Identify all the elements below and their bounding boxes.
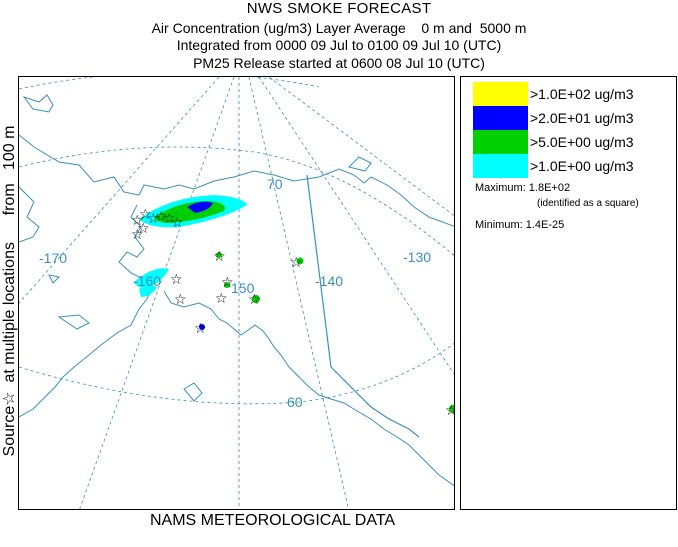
maximum-note: (identified as a square) (537, 198, 639, 209)
source-star: ☆ (445, 403, 455, 419)
legend-swatch-yellow (473, 82, 528, 106)
legend-swatch-blue (473, 106, 528, 130)
plume-west-cyan-2 (139, 285, 157, 297)
map-title: NWS SMOKE FORECAST (246, 0, 432, 17)
source-star: ☆ (290, 255, 303, 271)
lon-m140-line (248, 77, 349, 509)
source-star: ☆ (174, 292, 187, 308)
source-star: ☆ (194, 321, 207, 337)
lat-70-line (19, 146, 454, 256)
legend-label-4: >1.0E+00 ug/m3 (530, 158, 634, 174)
legend-label-2: >2.0E+01 ug/m3 (530, 110, 634, 126)
alaska-canada-border (306, 174, 420, 438)
longitude-gridlines (19, 77, 454, 509)
lon-m160-label: -160 (133, 273, 161, 289)
source-markers: ☆ ☆ ☆ ☆ ☆ ☆ ☆ ☆ ☆ ☆ ☆ ☆ ☆ ☆ ☆ ☆ ☆ (131, 207, 455, 419)
wrangel-island (22, 94, 54, 113)
legend-swatch-green (473, 130, 528, 154)
subtitle-release-start: PM25 Release started at 0600 08 Jul 10 (… (193, 55, 485, 71)
legend-label-3: >5.0E+00 ug/m3 (530, 134, 634, 150)
arctic-island (348, 156, 372, 172)
arctic-coast (19, 134, 454, 227)
source-star: ☆ (139, 207, 152, 223)
latitude-gridlines (19, 77, 454, 405)
plume-north-blue (187, 201, 213, 213)
legend-swatch-cyan (473, 154, 528, 178)
lon-m130-line (258, 77, 454, 375)
alaska-peninsula (19, 272, 160, 418)
lon-m120-line (268, 77, 454, 217)
plume-spot-3 (252, 295, 260, 303)
alaska-map: ☆ ☆ ☆ ☆ ☆ ☆ ☆ ☆ ☆ ☆ ☆ ☆ ☆ ☆ ☆ ☆ ☆ 70 60 … (19, 77, 455, 509)
footer-data-source: NAMS METEOROLOGICAL DATA (150, 512, 396, 529)
nunivak-island (57, 314, 90, 330)
lat-80-line (19, 77, 320, 90)
source-star: ☆ (131, 227, 144, 243)
plume-spot-1 (216, 252, 222, 258)
lon-m160-line (79, 77, 235, 509)
legend-panel: >1.0E+02 ug/m3 >2.0E+01 ug/m3 >5.0E+00 u… (460, 76, 677, 510)
plume-spot-5 (199, 324, 205, 330)
lon-m170-line (19, 77, 220, 304)
plume-spot-6 (449, 405, 454, 413)
map-panel: ☆ ☆ ☆ ☆ ☆ ☆ ☆ ☆ ☆ ☆ ☆ ☆ ☆ ☆ ☆ ☆ ☆ 70 60 … (18, 76, 455, 510)
lon-m140-label: -140 (315, 273, 343, 289)
smoke-plumes (134, 195, 454, 413)
lat-60-label: 60 (287, 394, 303, 410)
chukotka-coast (19, 186, 40, 243)
plume-spot-2 (224, 282, 230, 288)
subtitle-integration-period: Integrated from 0000 09 Jul to 0100 09 J… (176, 37, 502, 53)
source-star: ☆ (131, 213, 144, 229)
minimum-value: Minimum: 1.4E-25 (475, 219, 565, 231)
source-star: ☆ (248, 292, 261, 308)
source-locations-label: Source☆ at multiple locations from 100 m (1, 125, 18, 457)
source-star: ☆ (221, 275, 234, 291)
source-star: ☆ (215, 291, 228, 307)
lat-70-label: 70 (267, 176, 283, 192)
maximum-value: Maximum: 1.8E+02 (475, 182, 571, 194)
source-star: ☆ (170, 272, 183, 288)
west-alaska-coast (118, 204, 160, 278)
source-star: ☆ (163, 211, 176, 227)
plume-west-cyan (134, 268, 169, 288)
source-star: ☆ (155, 209, 168, 225)
lon-m130-label: -130 (403, 249, 431, 265)
kodiak-island (183, 382, 203, 402)
subtitle-concentration: Air Concentration (ug/m3) Layer Average … (151, 20, 527, 36)
plume-spot-4 (296, 257, 304, 265)
lat-60-line (19, 342, 454, 405)
source-star: ☆ (171, 215, 184, 231)
source-star: ☆ (137, 221, 150, 237)
lon-m150-label: 150 (231, 280, 255, 296)
st-lawrence-island (48, 274, 61, 284)
south-coast (163, 290, 454, 487)
source-star: ☆ (213, 249, 226, 265)
legend-label-1: >1.0E+02 ug/m3 (530, 86, 634, 102)
source-star: ☆ (147, 211, 160, 227)
lon-m170-label: -170 (39, 250, 67, 266)
coastline (19, 94, 454, 487)
